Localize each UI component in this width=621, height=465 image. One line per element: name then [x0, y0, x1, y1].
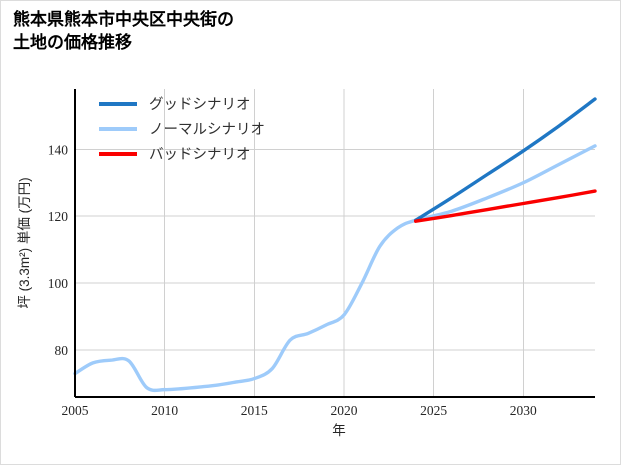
x-tick-label: 2015 — [241, 403, 268, 418]
x-tick-label: 2020 — [330, 403, 357, 418]
x-tick-label: 2030 — [510, 403, 537, 418]
series-line — [73, 144, 597, 393]
y-tick-label: 140 — [48, 142, 69, 157]
gridlines-group — [74, 89, 595, 397]
x-tick-label: 2010 — [151, 403, 178, 418]
series-line — [413, 97, 597, 222]
x-axis-title: 年 — [332, 423, 346, 438]
x-axis-tick-labels: 2005 2010 2015 2020 2025 2030 — [62, 403, 538, 418]
y-tick-label: 120 — [48, 209, 69, 224]
x-tick-label: 2025 — [420, 403, 447, 418]
legend-label: ノーマルシナリオ — [149, 122, 265, 138]
series-group — [73, 97, 597, 393]
legend-label: バッドシナリオ — [149, 147, 251, 163]
y-axis-title: 坪 (3.3m²) 単価 (万円) — [17, 177, 32, 308]
x-tick-label: 2005 — [62, 403, 89, 418]
y-tick-label: 100 — [48, 276, 69, 291]
y-axis-tick-labels: 80 100 120 140 — [48, 142, 69, 358]
series-line — [413, 189, 597, 223]
page-title: 熊本県熊本市中央区中央街の 土地の価格推移 — [13, 10, 234, 52]
legend-label: グッドシナリオ — [149, 96, 251, 113]
y-tick-label: 80 — [55, 343, 69, 358]
axes-group — [74, 89, 595, 398]
